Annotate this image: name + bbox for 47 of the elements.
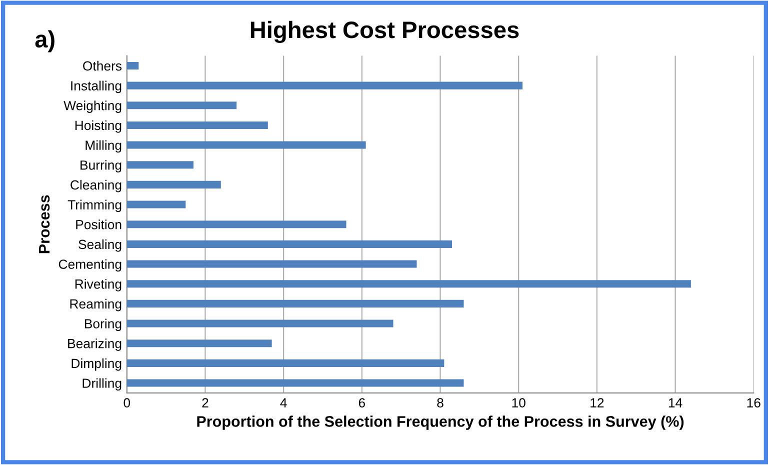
x-tick-label: 10 (512, 398, 526, 408)
bar (126, 62, 139, 70)
x-tick-label: 2 (202, 398, 208, 408)
y-tick-label: Hoisting (75, 120, 122, 133)
y-tick-label: Bearizing (68, 338, 122, 351)
bar (126, 300, 464, 308)
bar (126, 200, 186, 208)
bar (126, 102, 237, 110)
x-tick-label: 8 (437, 398, 444, 408)
y-tick-label: Trimming (68, 200, 122, 212)
x-tick-label: 0 (124, 398, 130, 408)
y-axis-title: Process (38, 195, 50, 254)
bar (126, 320, 394, 328)
bar (126, 220, 346, 228)
y-tick-label: Position (76, 220, 122, 230)
bar (126, 180, 221, 188)
bar (126, 141, 366, 149)
bar (126, 260, 417, 268)
y-tick-label: Dimpling (72, 358, 122, 371)
chart-title: Highest Cost Processes (250, 20, 519, 44)
y-tick-label: Weighting (64, 100, 122, 113)
y-tick-label: Others (83, 60, 122, 71)
bar (126, 161, 194, 169)
bar (126, 280, 691, 288)
bar (126, 121, 268, 129)
y-tick-label: Reaming (70, 298, 122, 312)
x-tick-label: 16 (747, 398, 760, 408)
x-tick-label: 12 (590, 398, 604, 408)
y-tick-label: Cementing (58, 259, 122, 272)
bar (126, 82, 523, 90)
y-tick-label: Installing (71, 80, 122, 94)
y-tick-label: Cleaning (70, 180, 122, 192)
x-axis-title: Proportion of the Selection Frequency of the Process in Survey (%) (197, 416, 684, 430)
y-tick-label: Milling (86, 140, 122, 153)
x-tick-label: 4 (280, 398, 287, 408)
y-tick-label: Drilling (82, 378, 122, 391)
x-tick-label: 6 (358, 398, 365, 408)
text: a) (35, 30, 54, 52)
y-tick-label: Sealing (78, 239, 122, 252)
bar (126, 340, 272, 348)
bar (126, 359, 444, 367)
x-tick-label: 14 (668, 398, 682, 408)
bar (126, 379, 464, 387)
y-tick-label: Riveting (75, 279, 122, 292)
y-tick-label: Boring (84, 318, 122, 332)
bar (126, 240, 452, 248)
y-tick-label: Burring (80, 160, 122, 172)
